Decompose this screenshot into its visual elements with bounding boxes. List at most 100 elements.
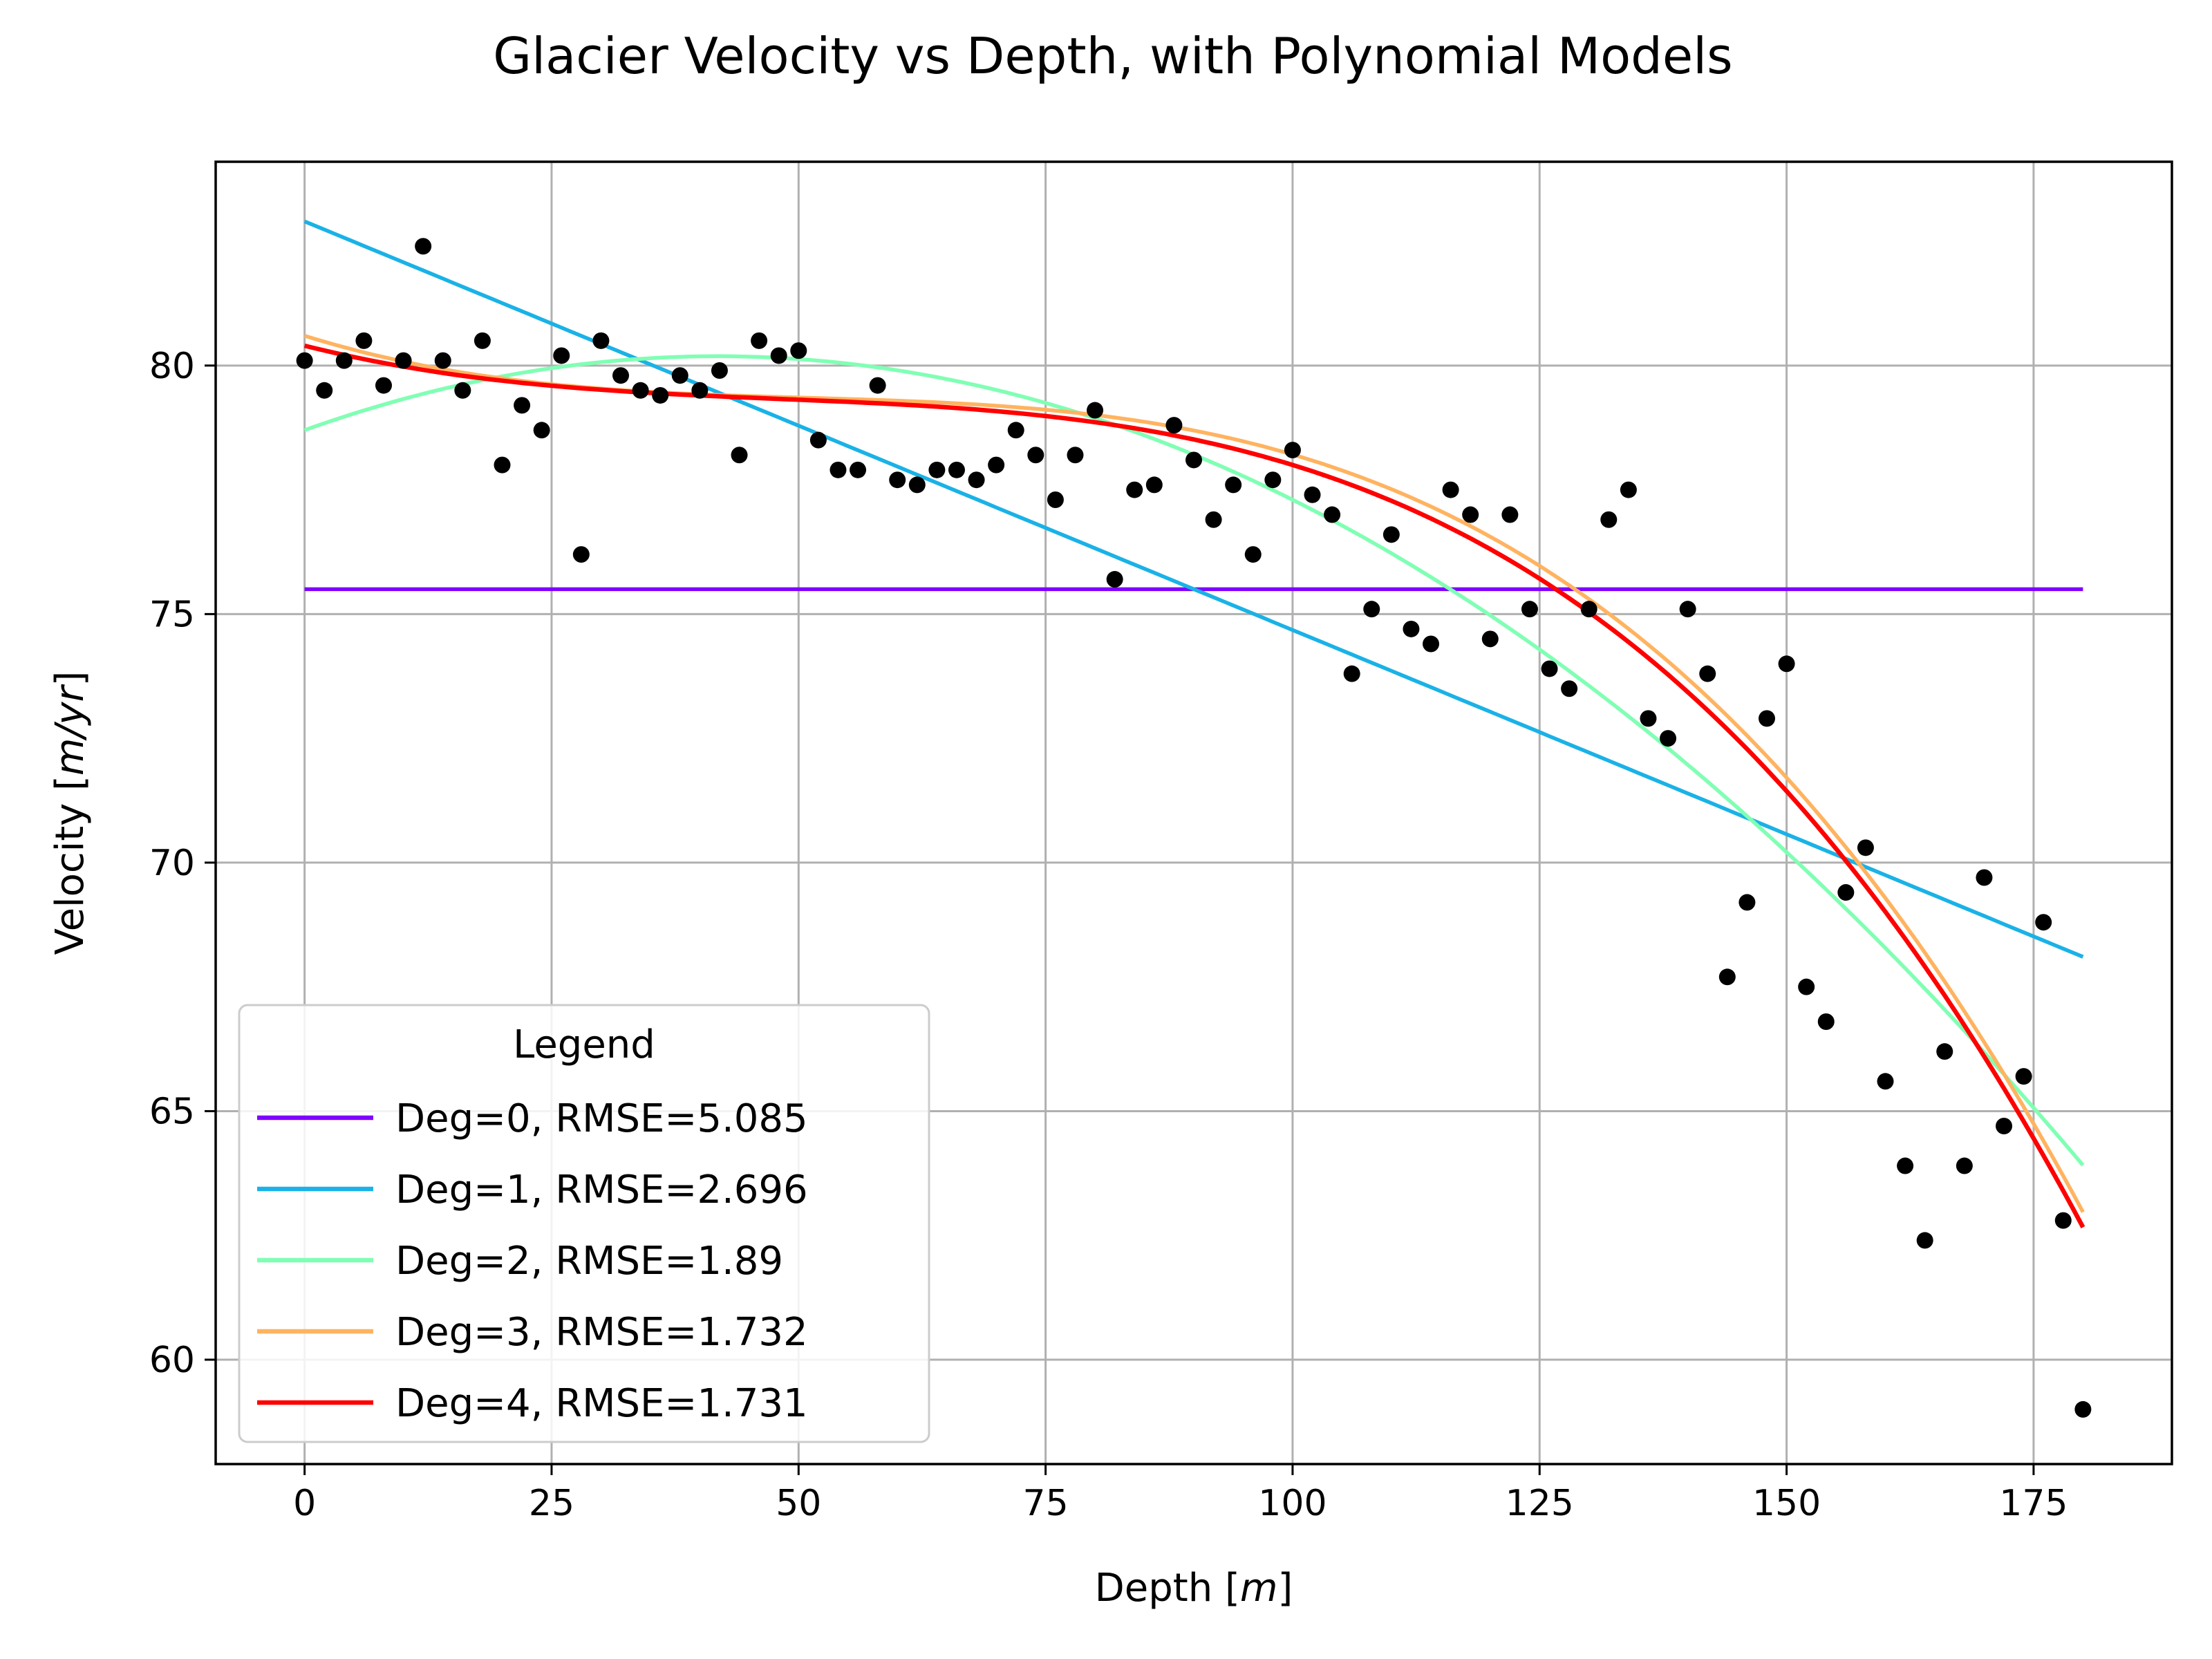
data-point	[474, 332, 491, 349]
data-point	[1185, 451, 1202, 469]
data-point	[1165, 417, 1183, 434]
data-point	[711, 362, 728, 379]
y-tick-label: 60	[149, 1340, 195, 1381]
data-point	[1817, 1013, 1835, 1031]
y-tick-label: 80	[149, 346, 195, 387]
x-axis-label: Depth [m]	[1095, 1566, 1293, 1611]
data-point	[533, 422, 550, 439]
data-point	[1442, 481, 1459, 498]
data-point	[1145, 476, 1163, 494]
data-point	[908, 476, 926, 494]
data-point	[434, 352, 451, 369]
data-point	[1600, 511, 1618, 528]
data-point	[1877, 1073, 1894, 1090]
data-point	[1481, 630, 1499, 648]
data-point	[1897, 1157, 1914, 1174]
y-axis-label-suffix: ]	[48, 671, 93, 686]
data-point	[494, 456, 511, 474]
x-tick-label: 50	[776, 1483, 821, 1524]
data-point	[572, 546, 590, 563]
data-point	[1778, 655, 1795, 673]
data-point	[375, 377, 392, 394]
data-point	[632, 382, 649, 399]
y-tick-label: 70	[149, 843, 195, 884]
data-point	[2074, 1400, 2092, 1418]
data-point	[988, 456, 1005, 474]
data-point	[612, 367, 630, 384]
data-point	[1244, 546, 1262, 563]
data-point	[1976, 869, 1993, 886]
data-point	[1521, 601, 1538, 618]
data-point	[592, 332, 610, 349]
data-point	[1304, 486, 1321, 503]
data-point	[2035, 914, 2052, 931]
data-point	[790, 342, 807, 359]
legend-entry-label: Deg=2, RMSE=1.89	[395, 1239, 783, 1284]
data-point	[1205, 511, 1222, 528]
data-point	[671, 367, 688, 384]
data-point	[355, 332, 373, 349]
axis-ticks: 0 25 50 75 100 125 150 175 60 65 70 75 80	[149, 346, 2068, 1524]
data-point	[731, 447, 748, 464]
data-point	[1363, 601, 1380, 618]
data-point	[809, 431, 827, 449]
data-point	[1738, 894, 1756, 911]
data-point	[869, 377, 886, 394]
y-tick-label: 75	[149, 594, 195, 635]
data-point	[454, 382, 471, 399]
fit-line-deg4	[303, 343, 2086, 1228]
data-point	[2054, 1212, 2072, 1229]
data-point	[2015, 1068, 2032, 1085]
data-point	[1541, 660, 1558, 677]
data-point	[1798, 978, 1815, 995]
data-point	[1126, 481, 1143, 498]
legend-entry-label: Deg=4, RMSE=1.731	[395, 1381, 808, 1426]
data-point	[1580, 601, 1597, 618]
data-point	[1382, 526, 1400, 543]
x-tick-label: 100	[1258, 1483, 1327, 1524]
x-axis-label-prefix: Depth [	[1095, 1566, 1240, 1611]
legend-entry-label: Deg=1, RMSE=2.696	[395, 1168, 808, 1212]
data-point	[889, 471, 906, 489]
x-tick-label: 75	[1023, 1483, 1069, 1524]
y-tick-label: 65	[149, 1091, 195, 1132]
data-point	[1423, 635, 1440, 653]
data-point	[1956, 1157, 1973, 1174]
data-point	[1857, 839, 1874, 856]
data-point	[1620, 481, 1637, 498]
data-point	[1660, 730, 1677, 747]
data-point	[1284, 442, 1301, 459]
data-points	[296, 238, 2092, 1418]
data-point	[928, 461, 946, 478]
data-point	[1699, 665, 1716, 682]
data-point	[1324, 506, 1341, 523]
data-point	[1718, 968, 1736, 986]
data-point	[770, 347, 787, 364]
data-point	[553, 347, 570, 364]
x-tick-label: 0	[293, 1483, 316, 1524]
data-point	[1837, 884, 1855, 901]
legend-box	[238, 1004, 930, 1443]
legend-title: Legend	[513, 1022, 655, 1067]
data-point	[751, 332, 768, 349]
data-point	[948, 461, 965, 478]
data-point	[415, 238, 432, 255]
legend-entry-label: Deg=3, RMSE=1.732	[395, 1310, 808, 1355]
data-point	[1343, 665, 1360, 682]
data-point	[296, 352, 313, 369]
legend: Legend Deg=0, RMSE=5.085 Deg=1, RMSE=2.69…	[238, 1004, 930, 1443]
x-axis-label-unit: m	[1240, 1566, 1278, 1611]
grid	[216, 162, 2172, 1464]
data-point	[652, 386, 669, 404]
data-point	[1561, 680, 1578, 697]
y-axis-label-unit: m/yr	[48, 684, 93, 776]
data-point	[1996, 1118, 2013, 1135]
data-point	[335, 352, 353, 369]
data-point	[691, 382, 709, 399]
data-point	[1462, 506, 1479, 523]
data-point	[1106, 571, 1123, 588]
data-point	[1679, 601, 1696, 618]
data-point	[1027, 447, 1044, 464]
data-point	[1047, 491, 1064, 508]
